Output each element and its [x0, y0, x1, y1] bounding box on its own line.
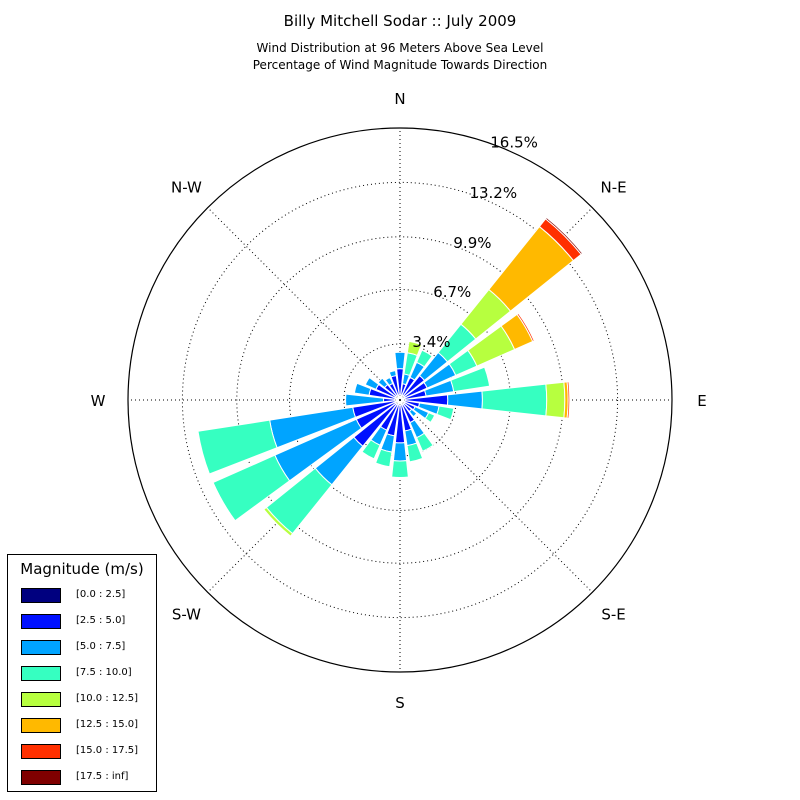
legend-swatch	[21, 692, 61, 707]
rose-bar-segment	[436, 405, 455, 421]
legend-swatch	[21, 588, 61, 603]
rose-bar-segment	[374, 448, 393, 468]
chart-subtitle-line-2: Percentage of Wind Magnitude Towards Dir…	[252, 58, 548, 72]
rose-bar-segment	[424, 411, 436, 424]
legend-swatch	[21, 614, 61, 629]
compass-label: N-E	[600, 178, 626, 196]
rose-bar-segment	[364, 376, 380, 391]
rose-bar-segment	[391, 460, 409, 478]
chart-title: Billy Mitchell Sodar :: July 2009	[283, 12, 517, 30]
rose-bar-segment	[545, 381, 566, 419]
legend-label: [15.0 : 17.5]	[76, 745, 139, 756]
rose-bar-segment	[388, 370, 397, 378]
rose-bar-segment	[263, 506, 294, 537]
legend-label: [17.5 : inf]	[76, 771, 129, 782]
rose-bar-segment	[406, 340, 423, 357]
legend-swatch	[21, 718, 61, 733]
compass-label: N	[394, 90, 405, 108]
radial-tick-label: 6.7%	[433, 283, 471, 301]
rose-bar-segment	[566, 381, 571, 419]
rose-bar-segment	[408, 408, 418, 418]
rose-bar-segment	[516, 312, 535, 343]
compass-label: S-W	[172, 606, 201, 624]
radial-tick-label: 16.5%	[490, 134, 538, 152]
rose-bar-segment	[446, 390, 483, 410]
rose-bar-segment	[353, 382, 372, 396]
rose-bar-segment	[392, 442, 408, 462]
rose-bar-segment	[481, 383, 548, 417]
legend-swatch	[21, 666, 61, 681]
rose-bar-segment	[211, 481, 236, 522]
rose-bar-segment	[384, 376, 394, 387]
outer-ring	[127, 127, 673, 673]
legend-label: [7.5 : 10.0]	[76, 667, 132, 678]
rose-bar-segment	[377, 377, 389, 389]
legend-swatch	[21, 770, 61, 785]
legend-label: [0.0 : 2.5]	[76, 589, 126, 600]
compass-label: S-E	[601, 606, 625, 624]
rose-bar-segment	[345, 393, 385, 407]
rose-bar-segment	[394, 351, 406, 370]
rose-bar-segment	[406, 442, 424, 463]
legend: Magnitude (m/s) [0.0 : 2.5] [2.5 : 5.0] [5…	[7, 554, 157, 792]
rose-bar-segment	[415, 349, 433, 368]
radial-tick-label: 3.4%	[412, 333, 450, 351]
radial-tick-label: 13.2%	[469, 184, 517, 202]
grid-spoke	[207, 207, 401, 401]
legend-label: [5.0 : 7.5]	[76, 641, 126, 652]
compass-label: N-W	[171, 178, 202, 196]
radial-tick-label: 9.9%	[453, 234, 491, 252]
legend-swatch	[21, 640, 61, 655]
compass-label: E	[697, 392, 706, 410]
compass-label: W	[91, 392, 106, 410]
rose-bar-segment	[197, 419, 278, 475]
grid-ring	[181, 181, 619, 619]
legend-label: [2.5 : 5.0]	[76, 615, 126, 626]
grid-spoke	[399, 399, 593, 593]
rose-bar-segment	[361, 439, 381, 460]
legend-label: [12.5 : 15.0]	[76, 719, 139, 730]
legend-swatch	[21, 744, 61, 759]
rose-bar-segment	[450, 366, 491, 393]
legend-label: [10.0 : 12.5]	[76, 693, 139, 704]
rose-bar-segment	[415, 432, 434, 452]
compass-label: S	[395, 694, 405, 712]
legend-title: Magnitude (m/s)	[20, 560, 144, 578]
chart-subtitle-line-1: Wind Distribution at 96 Meters Above Sea…	[256, 41, 544, 55]
rose-bar-segment	[544, 216, 584, 256]
